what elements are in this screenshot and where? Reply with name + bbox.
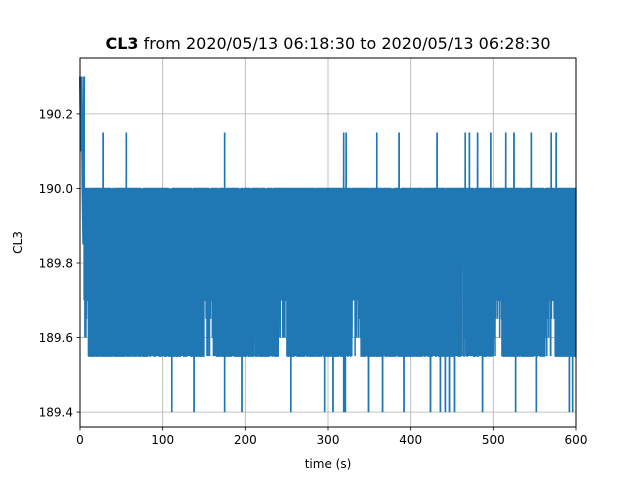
chart-title-range: from 2020/05/13 06:18:30 to 2020/05/13 0…: [138, 34, 551, 53]
x-tick-label: 100: [151, 433, 174, 447]
y-tick-label: 190.0: [39, 182, 73, 196]
chart-title: CL3 from 2020/05/13 06:18:30 to 2020/05/…: [80, 34, 576, 53]
y-tick-label: 189.4: [39, 406, 73, 420]
y-axis-label: CL3: [11, 231, 25, 254]
x-tick-label: 500: [482, 433, 505, 447]
x-axis-label: time (s): [305, 457, 352, 471]
data-layer: [79, 76, 577, 413]
x-tick-label: 400: [399, 433, 422, 447]
x-tick-label: 600: [565, 433, 588, 447]
initial-segment: [79, 76, 86, 245]
tick-layer: 0 100 200 300 400 500 600 189.4 189.6 189.8 190.0 1…: [39, 107, 588, 447]
x-tick-label: 300: [317, 433, 340, 447]
x-tick-label: 200: [234, 433, 257, 447]
chart-title-series-name: CL3: [105, 34, 139, 53]
x-tick-label: 0: [76, 433, 84, 447]
y-tick-label: 189.8: [39, 257, 73, 271]
y-tick-label: 189.6: [39, 331, 73, 345]
y-tick-label: 190.2: [39, 107, 73, 121]
series-line-CL3: [79, 76, 577, 413]
